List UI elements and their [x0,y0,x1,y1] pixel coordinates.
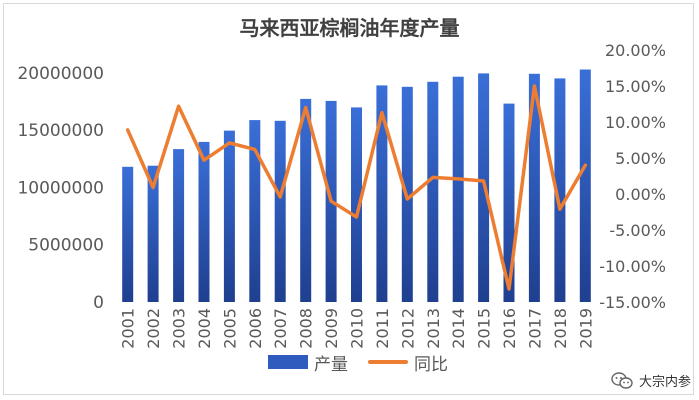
bar-2017 [528,73,540,302]
legend-item-output: 产量 [268,350,348,375]
left-axis: 0 5000000 10000000 15000000 20000000 [17,64,104,313]
bar-2001 [122,166,134,302]
legend-label-yoy: 同比 [414,354,448,375]
line-series [125,84,588,291]
legend-swatch-bar [268,355,308,369]
bar-2004 [198,141,210,302]
legend: 产量 同比 [268,350,448,375]
x-tick-label: 2004 [195,308,214,349]
right-tick-label: 15.00% [605,77,666,96]
wechat-icon [611,371,633,389]
bar-2008 [300,98,312,303]
x-tick-label: 2014 [449,308,468,349]
right-tick-label: 5.00% [615,149,666,168]
legend-label-output: 产量 [314,354,348,375]
bar-2010 [351,107,362,303]
bar-2011 [376,85,388,303]
bar-2003 [173,149,185,302]
right-tick-label: 0.00% [615,185,666,204]
x-tick-label: 2016 [500,308,519,349]
right-tick-label: 10.00% [605,113,666,132]
chart-title: 马来西亚棕榈油年度产量 [239,16,460,40]
bar-2018 [554,78,566,303]
x-tick-label: 2009 [322,308,341,349]
right-tick-label: -10.00% [599,257,666,276]
x-tick-label: 2005 [220,308,239,349]
x-tick-label: 2013 [424,308,443,349]
left-tick-label: 10000000 [17,179,104,199]
bar-2019 [579,69,591,302]
x-tick-label: 2019 [576,308,595,349]
x-tick-label: 2011 [373,308,392,349]
x-tick-label: 2018 [551,308,570,349]
x-tick-label: 2001 [119,308,138,349]
bar-2013 [427,81,439,302]
bar-2005 [223,130,235,302]
right-tick-label: -15.00% [599,293,666,312]
legend-item-yoy: 同比 [368,350,448,375]
left-tick-label: 20000000 [17,64,104,84]
right-axis: -15.00% -10.00% -5.00% 0.00% 5.00% 10.00% 15.0… [599,41,666,312]
bar-2014 [452,76,464,302]
x-tick-label: 2006 [246,308,265,349]
left-tick-label: 0 [93,293,104,313]
left-tick-label: 5000000 [28,236,104,256]
x-tick-label: 2008 [297,308,316,349]
right-tick-label: 20.00% [605,41,666,60]
x-tick-label: 2015 [475,308,494,349]
bar-2016 [503,103,515,302]
bar-2002 [147,165,159,302]
bar-2007 [274,120,286,302]
x-tick-label: 2003 [170,308,189,349]
bar-2006 [249,120,261,302]
x-axis: 2001 2002 2003 2004 2005 2006 2007 2008 2009 2010… [119,308,596,349]
x-tick-label: 2017 [525,308,544,349]
right-tick-label: -5.00% [609,221,666,240]
chart-frame [3,3,694,395]
x-tick-label: 2002 [144,308,163,349]
yoy-line [125,84,588,291]
left-tick-label: 15000000 [17,121,104,141]
legend-swatch-line [368,360,408,364]
x-tick-label: 2012 [398,308,417,349]
x-tick-label: 2010 [348,308,367,349]
watermark-text: 大宗内参 [638,375,691,390]
watermark: 大宗内参 [611,371,691,390]
x-tick-label: 2007 [271,308,290,349]
